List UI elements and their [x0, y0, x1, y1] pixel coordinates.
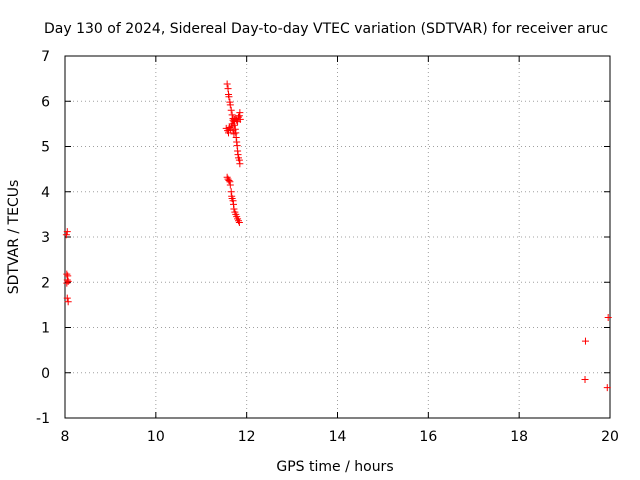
data-point — [223, 173, 231, 181]
data-point — [62, 231, 70, 239]
y-tick-label: 5 — [41, 140, 50, 156]
y-tick-label: 6 — [41, 94, 50, 110]
data-point — [236, 115, 244, 123]
data-point — [603, 384, 611, 392]
data-point — [225, 129, 232, 137]
y-tick-label: 2 — [41, 275, 50, 291]
y-axis-label: SDTVAR / TECUs — [6, 180, 22, 295]
x-axis-label: GPS time / hours — [276, 459, 393, 475]
data-point — [230, 205, 238, 213]
data-point — [223, 80, 231, 88]
grid-lines — [65, 56, 610, 418]
y-tick-label: 1 — [41, 321, 50, 337]
data-point — [228, 111, 236, 119]
y-tick-label: 4 — [41, 185, 50, 201]
x-tick-label: 18 — [510, 429, 528, 445]
data-point — [234, 215, 242, 223]
data-point — [226, 101, 234, 109]
y-tick-label: 7 — [41, 49, 50, 65]
data-point — [63, 294, 71, 302]
data-point — [63, 270, 71, 278]
data-point — [233, 116, 241, 124]
data-point — [224, 85, 232, 93]
x-tick-label: 14 — [329, 429, 347, 445]
data-point — [225, 176, 233, 184]
data-point — [227, 106, 235, 114]
data-point — [581, 337, 589, 345]
data-point — [230, 130, 238, 138]
data-point — [235, 219, 243, 227]
data-point — [581, 376, 589, 384]
data-point — [234, 217, 242, 225]
chart-title: Day 130 of 2024, Sidereal Day-to-day VTE… — [44, 21, 608, 37]
data-points — [62, 80, 612, 392]
data-point — [604, 314, 612, 322]
axis-ticks — [64, 55, 611, 419]
data-point — [64, 277, 72, 285]
data-point — [225, 123, 233, 131]
data-point — [225, 93, 233, 101]
data-point — [236, 160, 244, 168]
y-tick-label: 0 — [41, 366, 50, 382]
y-tick-label: 3 — [41, 230, 50, 246]
x-tick-label: 8 — [61, 429, 70, 445]
x-tick-label: 20 — [601, 429, 619, 445]
x-tick-label: 10 — [147, 429, 165, 445]
data-point — [229, 127, 237, 135]
data-point — [226, 181, 234, 189]
y-tick-label: -1 — [36, 411, 50, 427]
data-point — [236, 109, 244, 117]
data-point — [228, 120, 236, 128]
data-point — [63, 228, 71, 236]
data-point — [63, 279, 71, 287]
x-tick-label: 16 — [419, 429, 437, 445]
x-tick-label: 12 — [238, 429, 256, 445]
data-point — [64, 298, 72, 306]
